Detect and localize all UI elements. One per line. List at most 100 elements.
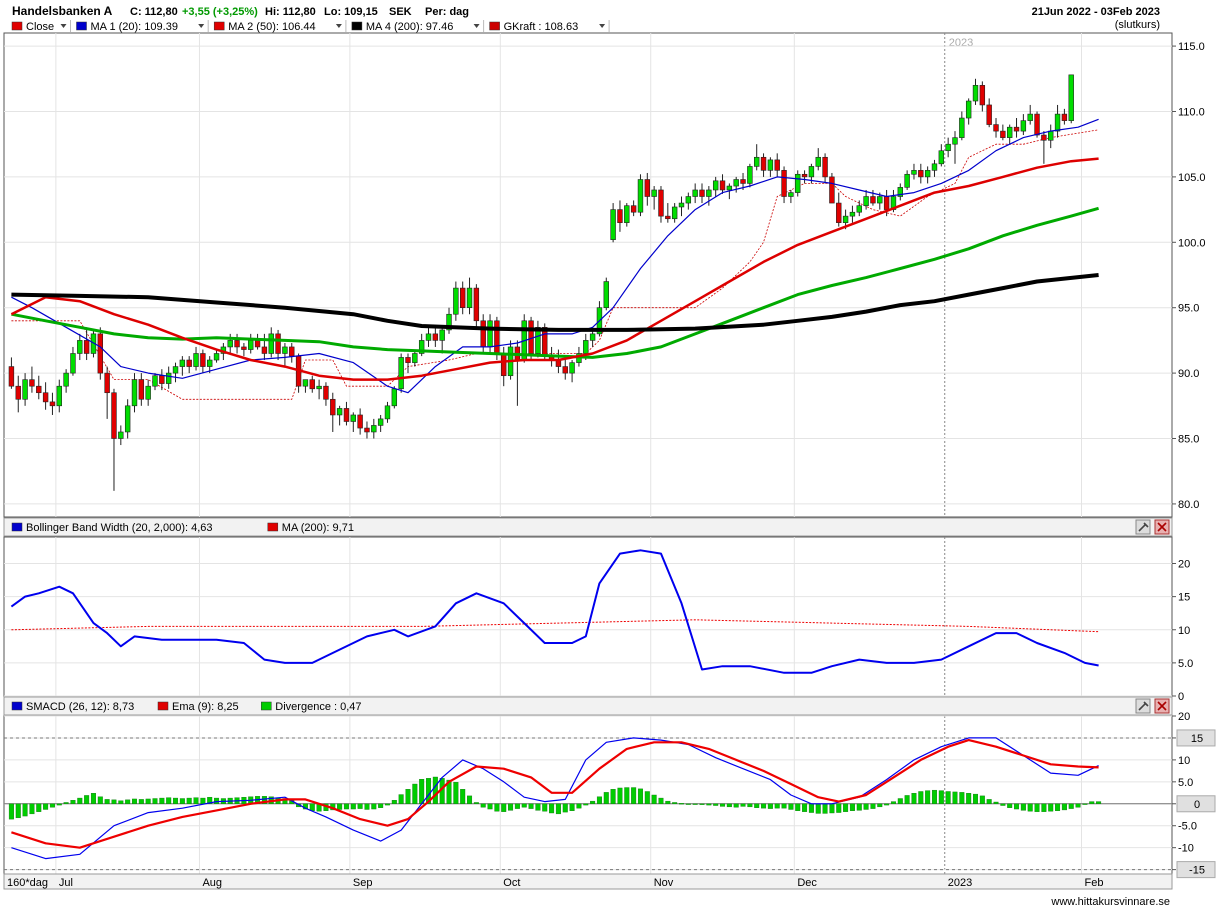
candle-body [1068,74,1074,121]
candle-body [343,408,350,422]
candle-body [145,385,151,400]
legend-label: MA (200): 9,71 [282,522,354,534]
divergence-bar [637,788,643,804]
candle-body [747,166,753,184]
chevron-down-icon[interactable] [473,24,480,28]
divergence-bar [576,803,582,809]
smacd-settings-button[interactable] [1135,698,1151,714]
divergence-bar [494,803,500,812]
candle-body [466,287,473,309]
candle [193,346,199,371]
month-label: 2023 [948,877,972,889]
price-type: (slutkurs) [1115,19,1160,31]
divergence-bar [692,803,698,805]
divergence-bar [685,803,691,805]
chevron-down-icon[interactable] [335,24,342,28]
divergence-bar [610,789,616,804]
candle [350,412,356,432]
candle [118,425,124,446]
candle-body [459,287,466,309]
candle-body [425,333,432,341]
candle-body [651,189,657,197]
candle-body [501,353,507,377]
year-marker: 2023 [949,37,973,49]
candle [8,357,15,389]
divergence-bar [84,795,90,804]
legend-label: MA 4 (200): 97.46 [366,21,453,33]
candle [453,281,459,321]
divergence-bar [179,798,185,804]
divergence-bar [931,789,937,804]
chevron-down-icon[interactable] [60,24,67,28]
candle [781,166,787,204]
divergence-bar [364,803,370,810]
candle-body [1061,113,1068,121]
candle [63,369,69,393]
candle-body [316,385,322,390]
candle-body [774,159,780,171]
candle [412,349,418,367]
candle-body [207,359,213,367]
divergence-bar [398,794,404,804]
candle [323,382,329,406]
wrench-icon [1138,701,1149,711]
candle-body [637,179,644,213]
divergence-bar [569,803,575,811]
y-tick-label: -5.0 [1178,821,1197,833]
low-value: Lo: 109,15 [324,6,378,18]
divergence-bar [432,776,438,804]
chevron-down-icon[interactable] [198,24,205,28]
candle-body [384,405,391,420]
y-tick-label: 20 [1178,559,1190,571]
legend-swatch [76,21,87,31]
candle [49,392,56,415]
divergence-bar [118,800,124,804]
candle-body [241,346,247,350]
candle-body [535,327,541,354]
divergence-bar [1041,803,1047,812]
divergence-bar [808,803,814,813]
bbw-close-button[interactable] [1154,519,1170,535]
axes: 115.0110.0105.0100.095.090.085.080.02015… [1172,41,1216,879]
candle-body [405,357,411,363]
bbw-settings-button[interactable] [1135,519,1151,535]
candle [186,356,192,374]
candle-body [63,372,69,387]
candle-body [569,362,575,374]
divergence-bar [63,802,69,804]
smacd-close-button[interactable] [1154,698,1170,714]
candle-body [965,100,972,119]
candle-body [77,340,83,354]
candle [918,163,924,184]
candle-body [836,202,842,223]
candle [965,98,972,125]
candle [1013,118,1020,138]
divergence-bar [993,801,999,804]
candle [282,343,288,367]
divergence-bar [822,803,828,814]
divergence-bar [658,797,664,804]
candle-body [1027,113,1033,121]
divergence-bar [911,793,917,804]
candle-body [699,189,705,197]
divergence-bar [56,803,62,806]
candle [289,343,295,363]
divergence-bar [1055,803,1061,811]
candle [145,379,151,406]
divergence-bar [1096,801,1102,804]
chevron-down-icon[interactable] [599,24,606,28]
candle [316,379,322,400]
divergence-bar [706,803,712,806]
smacd-legend: SMACD (26, 12): 8,73 Ema (9): 8,25 Diverge… [11,701,362,713]
candle-body [138,379,145,400]
candle-body [740,179,746,184]
candle [931,159,938,177]
y-tick-label: 15 [1191,733,1203,745]
candle [836,192,842,227]
divergence-bar [720,803,726,807]
candle-body [227,340,233,348]
candle-body [289,346,295,357]
candle-body [924,170,931,178]
divergence-bar [473,802,479,804]
divergence-bar [70,800,76,804]
